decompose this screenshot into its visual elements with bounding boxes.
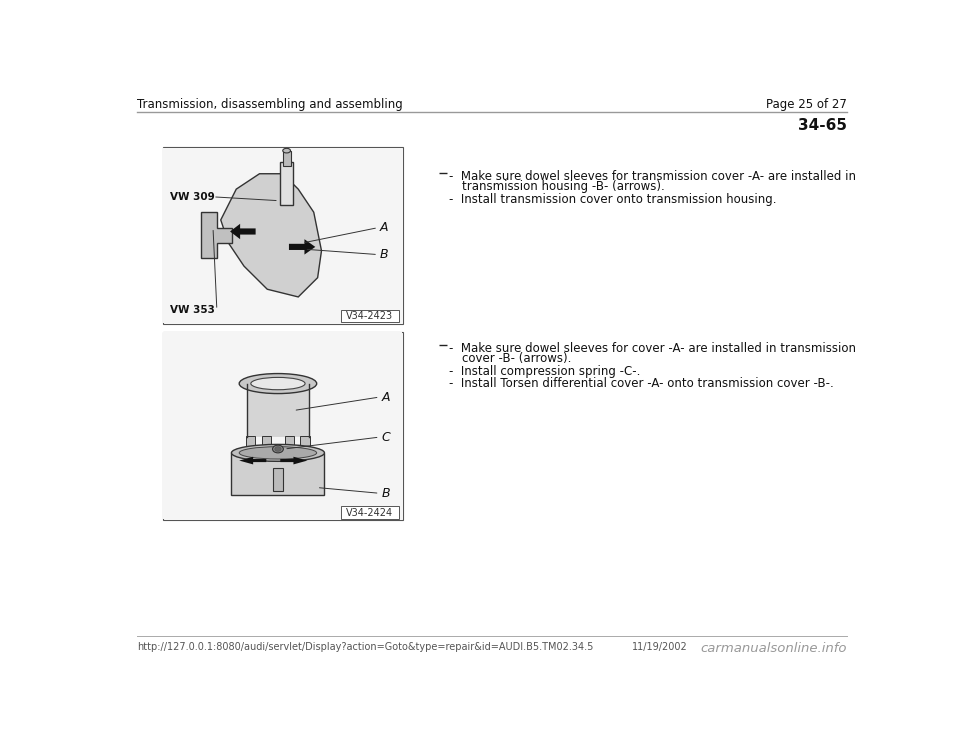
Bar — [341, 506, 399, 519]
Text: transmission housing -B- (arrows).: transmission housing -B- (arrows). — [462, 180, 664, 193]
Text: V34-2424: V34-2424 — [347, 508, 394, 517]
Ellipse shape — [275, 447, 281, 451]
Bar — [246, 436, 255, 447]
Text: cover -B- (arrows).: cover -B- (arrows). — [462, 352, 571, 364]
Bar — [231, 453, 324, 495]
Bar — [162, 332, 403, 520]
Bar — [262, 436, 271, 447]
Polygon shape — [289, 239, 315, 255]
Polygon shape — [202, 212, 232, 258]
Polygon shape — [280, 457, 307, 464]
Bar — [163, 332, 402, 519]
Text: -  Install transmission cover onto transmission housing.: - Install transmission cover onto transm… — [449, 193, 777, 206]
Text: B: B — [379, 248, 388, 261]
Ellipse shape — [239, 447, 317, 459]
Text: -  Make sure dowel sleeves for transmission cover -A- are installed in: - Make sure dowel sleeves for transmissi… — [449, 170, 856, 183]
Polygon shape — [239, 457, 266, 464]
Text: A: A — [379, 221, 388, 234]
Text: 34-65: 34-65 — [798, 118, 847, 134]
Text: http://127.0.0.1:8080/audi/servlet/Display?action=Goto&type=repair&id=AUDI.B5.TM: http://127.0.0.1:8080/audi/servlet/Displ… — [137, 642, 593, 652]
Text: Page 25 of 27: Page 25 of 27 — [766, 98, 847, 111]
Text: Transmission, disassembling and assembling: Transmission, disassembling and assembli… — [137, 98, 403, 111]
Text: VW 353: VW 353 — [170, 305, 215, 315]
Text: C: C — [381, 430, 390, 444]
Bar — [162, 147, 403, 324]
Bar — [341, 310, 399, 322]
Bar — [300, 436, 310, 447]
Text: B: B — [381, 487, 390, 500]
Text: -  Install compression spring -C-.: - Install compression spring -C-. — [449, 365, 640, 378]
Polygon shape — [221, 174, 322, 297]
Text: A: A — [381, 390, 390, 404]
Ellipse shape — [247, 375, 309, 392]
Text: carmanualsonline.info: carmanualsonline.info — [701, 642, 847, 655]
Ellipse shape — [239, 373, 317, 393]
Bar — [163, 148, 402, 323]
Ellipse shape — [273, 445, 283, 453]
Bar — [247, 384, 309, 438]
Bar — [280, 162, 293, 205]
Polygon shape — [230, 224, 255, 239]
Text: 11/19/2002: 11/19/2002 — [632, 642, 687, 652]
Text: VW 309: VW 309 — [170, 192, 215, 202]
Bar — [274, 468, 282, 491]
Text: V34-2423: V34-2423 — [347, 311, 394, 321]
Ellipse shape — [251, 378, 305, 390]
Ellipse shape — [231, 444, 324, 462]
Text: -  Install Torsen differential cover -A- onto transmission cover -B-.: - Install Torsen differential cover -A- … — [449, 377, 834, 390]
Text: -  Make sure dowel sleeves for cover -A- are installed in transmission: - Make sure dowel sleeves for cover -A- … — [449, 341, 856, 355]
Bar — [283, 151, 291, 166]
Bar — [285, 436, 294, 447]
Ellipse shape — [283, 148, 291, 153]
